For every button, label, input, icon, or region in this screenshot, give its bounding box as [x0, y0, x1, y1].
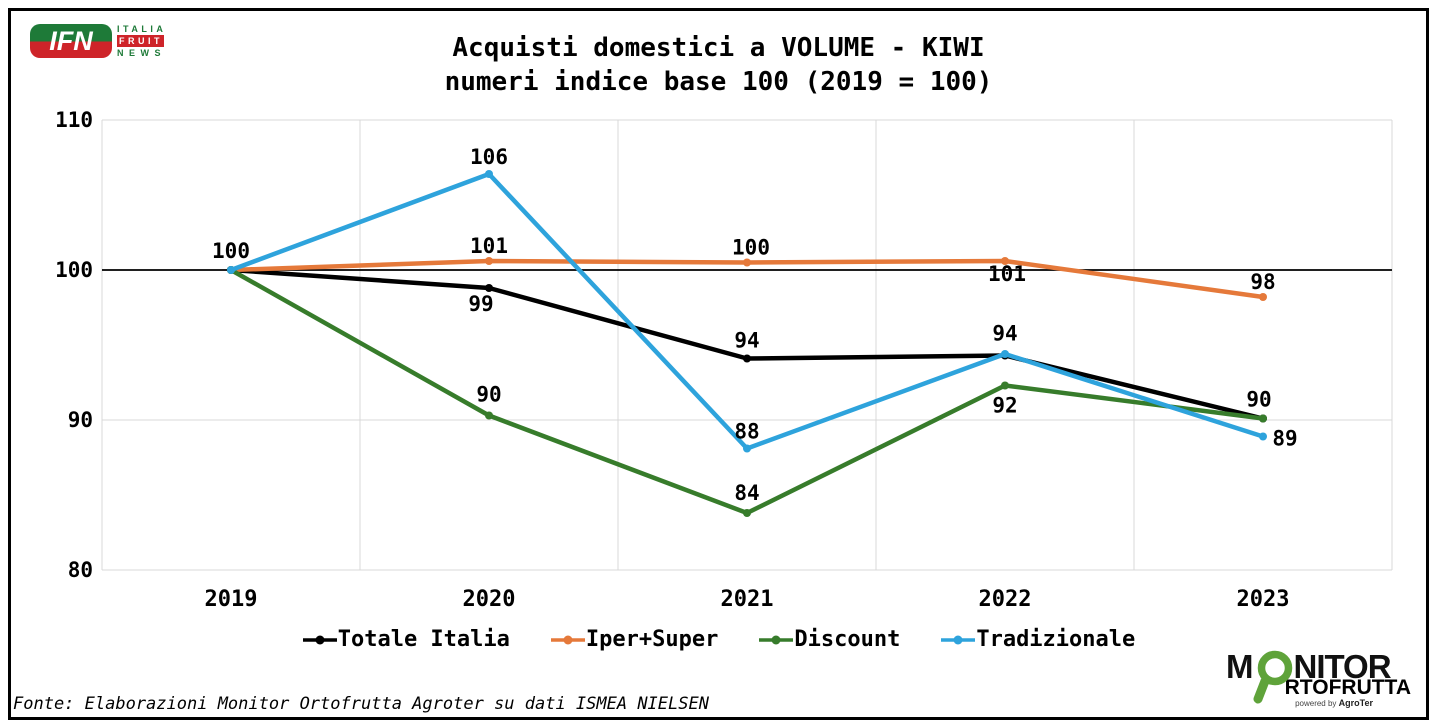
data-label-iper-super: 98 — [1250, 270, 1275, 294]
legend-item-discount: Discount — [758, 627, 900, 652]
ifn-word-italia: ITALIA — [117, 24, 167, 34]
legend-item-iper-super: Iper+Super — [550, 627, 718, 652]
legend-label: Totale Italia — [337, 627, 510, 652]
series-tradizionale — [227, 170, 1267, 453]
data-point-marker — [485, 411, 493, 420]
data-label-iper-super: 100 — [732, 236, 770, 260]
legend-marker — [550, 635, 585, 644]
ifn-wordmark: ITALIA FRUIT NEWS — [117, 24, 166, 58]
monitor-letters-nitor: NITOR — [1293, 648, 1392, 685]
data-label-iper-super: 101 — [988, 262, 1026, 286]
data-label-tradizionale: 106 — [470, 145, 508, 169]
source-note: Fonte: Elaborazioni Monitor Ortofrutta A… — [13, 694, 709, 714]
legend-marker — [302, 635, 337, 644]
data-point-marker — [485, 257, 493, 265]
legend-label: Iper+Super — [585, 627, 719, 652]
data-label-tradizionale: 88 — [734, 420, 759, 444]
data-point-marker — [1001, 350, 1009, 358]
legend-label: Discount — [794, 627, 901, 652]
x-axis-category-label: 2020 — [463, 587, 516, 612]
chart-title-line2: numeri indice base 100 (2019 = 100) — [444, 67, 993, 97]
data-point-marker — [743, 258, 751, 267]
data-point-marker — [227, 266, 235, 274]
data-label-totale-italia: 90 — [1246, 388, 1271, 412]
data-label-totale-italia: 94 — [734, 329, 759, 353]
data-point-marker — [743, 354, 751, 363]
data-label-discount: 84 — [734, 481, 759, 505]
series-line — [228, 267, 1266, 516]
agroter-brand: AgroTer — [1338, 698, 1373, 708]
data-point-marker — [743, 444, 751, 453]
data-point-marker — [1259, 432, 1267, 441]
ifn-word-news: NEWS — [117, 48, 166, 58]
y-axis-tick-label: 80 — [68, 558, 93, 582]
monitor-word-ortofrutta: RTOFRUTTA — [1284, 676, 1411, 699]
ifn-word-fruit: FRUIT — [117, 35, 164, 47]
monitor-powered-by: powered by AgroTer — [1295, 698, 1373, 708]
data-point-marker — [1259, 414, 1267, 423]
legend-item-tradizionale: Tradizionale — [940, 627, 1135, 652]
monitor-letter-m: M — [1226, 648, 1253, 685]
magnifier-icon — [1253, 650, 1293, 704]
data-point-marker — [743, 509, 751, 517]
y-axis-tick-label: 100 — [55, 258, 93, 282]
monitor-ortofrutta-logo: M NITOR RTOFRUTTA powered by AgroTer — [1226, 648, 1411, 710]
x-axis-category-label: 2021 — [721, 587, 774, 612]
data-label-discount: 92 — [992, 394, 1017, 418]
ifn-acronym: IFN — [49, 25, 93, 56]
ifn-badge: IFN — [30, 24, 112, 58]
ifn-logo: IFN ITALIA FRUIT NEWS — [30, 24, 166, 58]
data-label-totale-italia: 94 — [992, 322, 1017, 346]
data-point-marker — [485, 284, 493, 292]
chart-title: Acquisti domestici a VOLUME - KIWI numer… — [0, 31, 1437, 99]
x-axis-category-label: 2023 — [1237, 587, 1290, 612]
data-point-marker — [1001, 257, 1009, 265]
data-label-discount: 90 — [476, 383, 501, 407]
legend-marker — [941, 635, 976, 644]
y-axis-tick-label: 110 — [55, 108, 93, 132]
data-label-totale-italia: 100 — [212, 239, 250, 263]
series-line — [228, 171, 1266, 451]
legend-item-totale-italia: Totale Italia — [302, 627, 510, 652]
y-axis-tick-label: 90 — [68, 408, 93, 432]
x-axis-category-label: 2019 — [205, 587, 258, 612]
legend-label: Tradizionale — [976, 627, 1136, 652]
legend-marker — [759, 635, 794, 644]
series-discount — [227, 266, 1267, 517]
data-point-marker — [485, 170, 493, 178]
monitor-word-monitor: M NITOR — [1226, 648, 1411, 704]
chart-legend: Totale Italia Iper+Super Discount Tradizion… — [0, 627, 1437, 652]
data-label-totale-italia: 99 — [468, 292, 493, 316]
data-point-marker — [1001, 381, 1009, 390]
data-label-iper-super: 101 — [470, 234, 508, 258]
chart-title-line1: Acquisti domestici a VOLUME - KIWI — [452, 33, 985, 63]
x-axis-category-label: 2022 — [979, 587, 1032, 612]
data-label-tradizionale: 89 — [1272, 427, 1297, 451]
data-point-marker — [1259, 293, 1267, 301]
